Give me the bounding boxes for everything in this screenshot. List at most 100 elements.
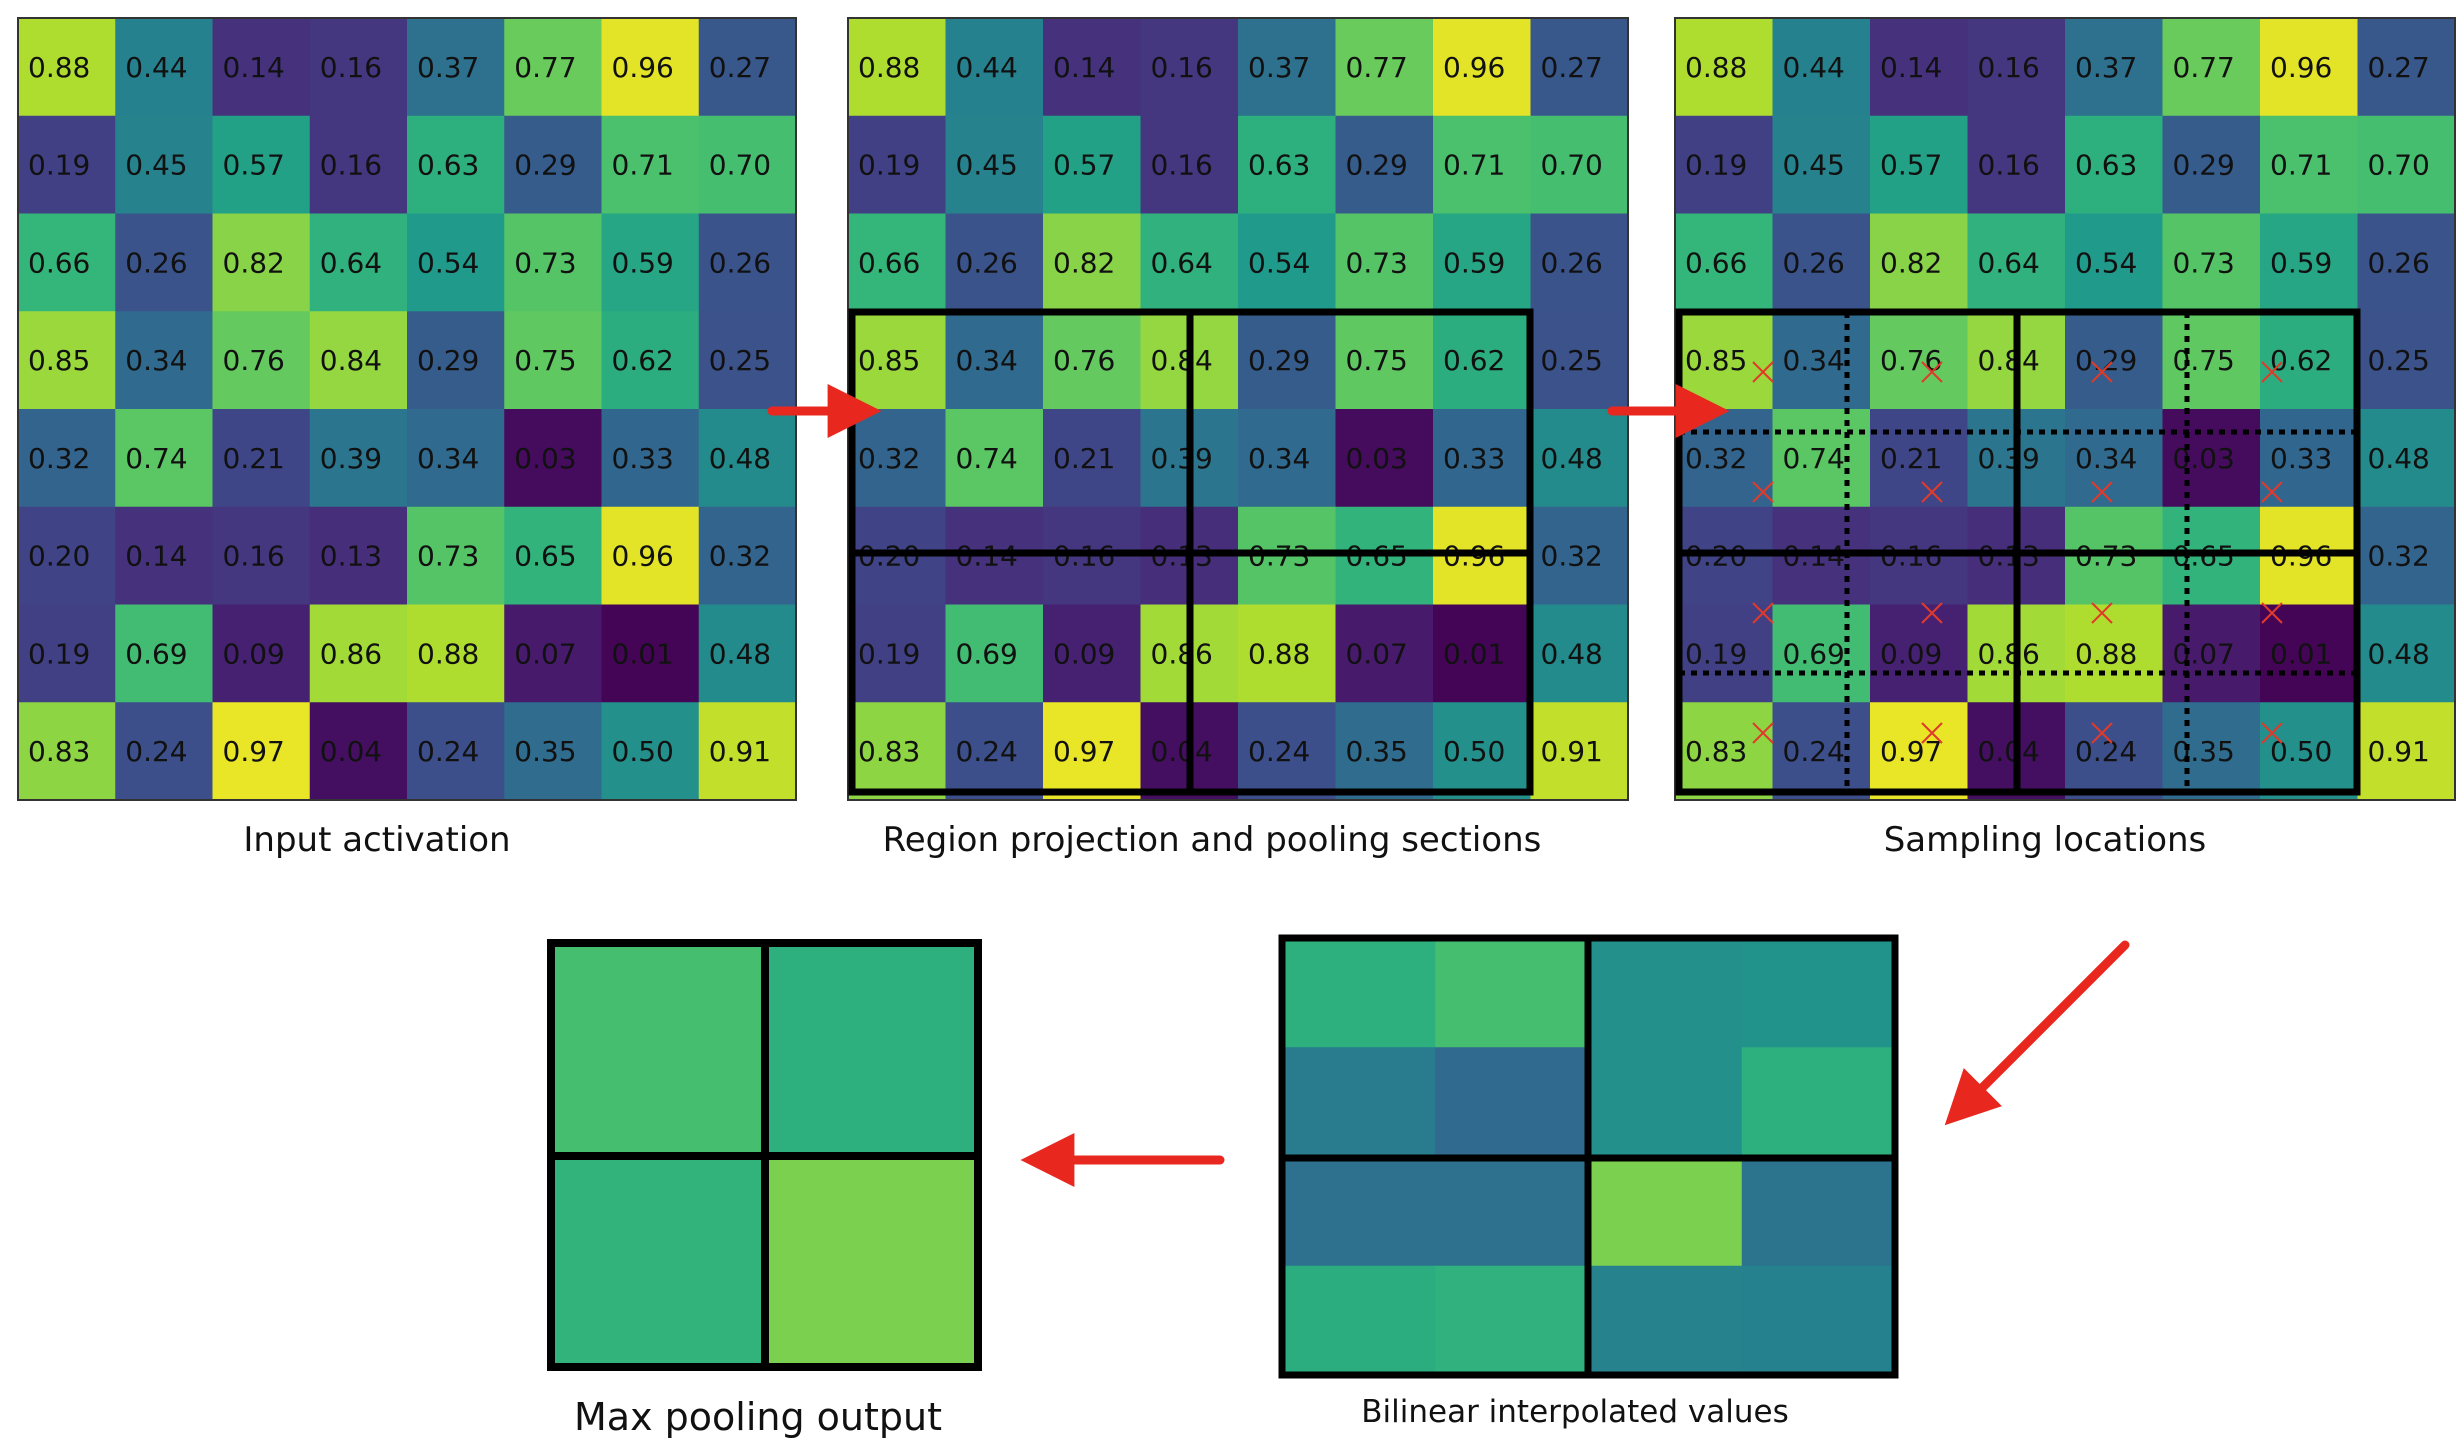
input-cell-value: 0.45 [125, 149, 187, 182]
sampling-cell-value: 0.03 [2173, 442, 2235, 475]
sample-point-marker [1921, 602, 1943, 624]
sampling-cell-value: 0.97 [1880, 735, 1942, 768]
sampling-cell-value: 0.86 [1978, 637, 2040, 670]
input-cell [115, 702, 213, 801]
input-cell-value: 0.66 [28, 246, 90, 279]
input-cell [212, 604, 311, 703]
input-cell-value: 0.14 [223, 51, 285, 84]
region-cell-value: 0.35 [1346, 735, 1408, 768]
input-cell [504, 506, 602, 605]
sampling-cell-value: 0.34 [1783, 344, 1845, 377]
flow-arrows [767, 384, 2130, 1187]
sampling-cell-value: 0.48 [2368, 637, 2430, 670]
input-cell [18, 506, 116, 605]
input-cell [407, 115, 505, 214]
input-cell-value: 0.70 [709, 149, 771, 182]
region-cell-value: 0.34 [956, 344, 1018, 377]
bilinear-frame [1278, 934, 1899, 1379]
region-cell-value: 0.50 [1443, 735, 1505, 768]
bilinear-cell [1588, 938, 1743, 1048]
region-cell-value: 0.83 [858, 735, 920, 768]
sampling-cell-value: 0.39 [1978, 442, 2040, 475]
input-cell-value: 0.24 [125, 735, 187, 768]
sampling-cell-value: 0.24 [1783, 735, 1845, 768]
sampling-cell [2065, 409, 2163, 508]
region-cell [848, 18, 946, 117]
input-cell [698, 409, 797, 508]
input-cell-value: 0.69 [125, 637, 187, 670]
input-cell-value: 0.73 [417, 540, 479, 573]
roi-box [848, 308, 1534, 796]
input-cell-value: 0.96 [612, 540, 674, 573]
region-cell [1433, 311, 1531, 410]
input-cell [407, 311, 505, 410]
sampling-cell-value: 0.07 [2173, 637, 2235, 670]
input-cell [115, 213, 213, 312]
region-cell-value: 0.88 [858, 51, 920, 84]
input-cell [212, 18, 311, 117]
region-cell-value: 0.16 [1151, 149, 1213, 182]
sampling-roi-box [1675, 308, 2361, 796]
input-cell-value: 0.88 [417, 637, 479, 670]
input-heatmap: 0.88 0.44 0.14 0.16 0.37 0.77 0.96 0.27 0.19 0.45… [18, 18, 797, 801]
input-cell [698, 115, 797, 214]
sample-point-marker [2091, 481, 2113, 503]
bilinear-panel: Bilinear interpolated values [1278, 934, 1899, 1430]
region-cell-value: 0.85 [858, 344, 920, 377]
input-cell [698, 506, 797, 605]
arrow-sampling-to-bilinear [1944, 940, 2130, 1126]
region-cell-value: 0.33 [1443, 442, 1505, 475]
sample-point-marker [2091, 361, 2113, 383]
input-cell-value: 0.54 [417, 246, 479, 279]
sampling-cell [1772, 115, 1871, 214]
region-cell-value: 0.97 [1053, 735, 1115, 768]
input-cell [504, 702, 602, 801]
region-cell-value: 0.01 [1443, 637, 1505, 670]
sampling-cell-value: 0.26 [2368, 246, 2430, 279]
bilinear-cell [1435, 1047, 1589, 1157]
region-cell-value: 0.66 [858, 246, 920, 279]
sampling-cell-value: 0.37 [2075, 51, 2137, 84]
sampling-cell-value: 0.01 [2270, 637, 2332, 670]
input-cell-value: 0.71 [612, 149, 674, 182]
input-cell [407, 18, 505, 117]
region-cell [1140, 115, 1239, 214]
input-cell [115, 604, 213, 703]
region-cell-value: 0.26 [956, 246, 1018, 279]
region-cell [848, 115, 946, 214]
input-cell-value: 0.63 [417, 149, 479, 182]
input-cell-value: 0.16 [320, 149, 382, 182]
sampling-cell-value: 0.57 [1880, 149, 1942, 182]
region-cell [848, 702, 946, 801]
sampling-cell-value: 0.19 [1685, 149, 1747, 182]
region-cell-value: 0.21 [1053, 442, 1115, 475]
region-cell [1043, 18, 1141, 117]
sampling-cell [1675, 604, 1773, 703]
sampling-cell [1967, 115, 2066, 214]
region-cell [848, 604, 946, 703]
sampling-cell-value: 0.16 [1978, 149, 2040, 182]
region-cell [1335, 115, 1434, 214]
input-cell-value: 0.20 [28, 540, 90, 573]
sampling-cell [2162, 213, 2261, 312]
sampling-cell [2260, 115, 2358, 214]
input-cell-value: 0.97 [223, 735, 285, 768]
sampling-cell [1772, 604, 1871, 703]
sampling-cell-value: 0.35 [2173, 735, 2235, 768]
input-cell-value: 0.59 [612, 246, 674, 279]
region-cell [1335, 604, 1434, 703]
sampling-cell [1772, 311, 1871, 410]
sampling-cell-value: 0.71 [2270, 149, 2332, 182]
region-cell-value: 0.44 [956, 51, 1018, 84]
region-heatmap: 0.88 0.44 0.14 0.16 0.37 0.77 0.96 0.27 0.19 0.45… [848, 18, 1629, 801]
input-cell-value: 0.76 [223, 344, 285, 377]
region-cell-value: 0.14 [1053, 51, 1115, 84]
region-cell [945, 18, 1044, 117]
region-cell [945, 213, 1044, 312]
sample-point-marker [1752, 481, 1774, 503]
input-cell [601, 115, 700, 214]
sampling-cell [2065, 115, 2163, 214]
input-cell [698, 213, 797, 312]
sampling-cell [2357, 213, 2456, 312]
sampling-locations-label: Sampling locations [1884, 820, 2207, 860]
